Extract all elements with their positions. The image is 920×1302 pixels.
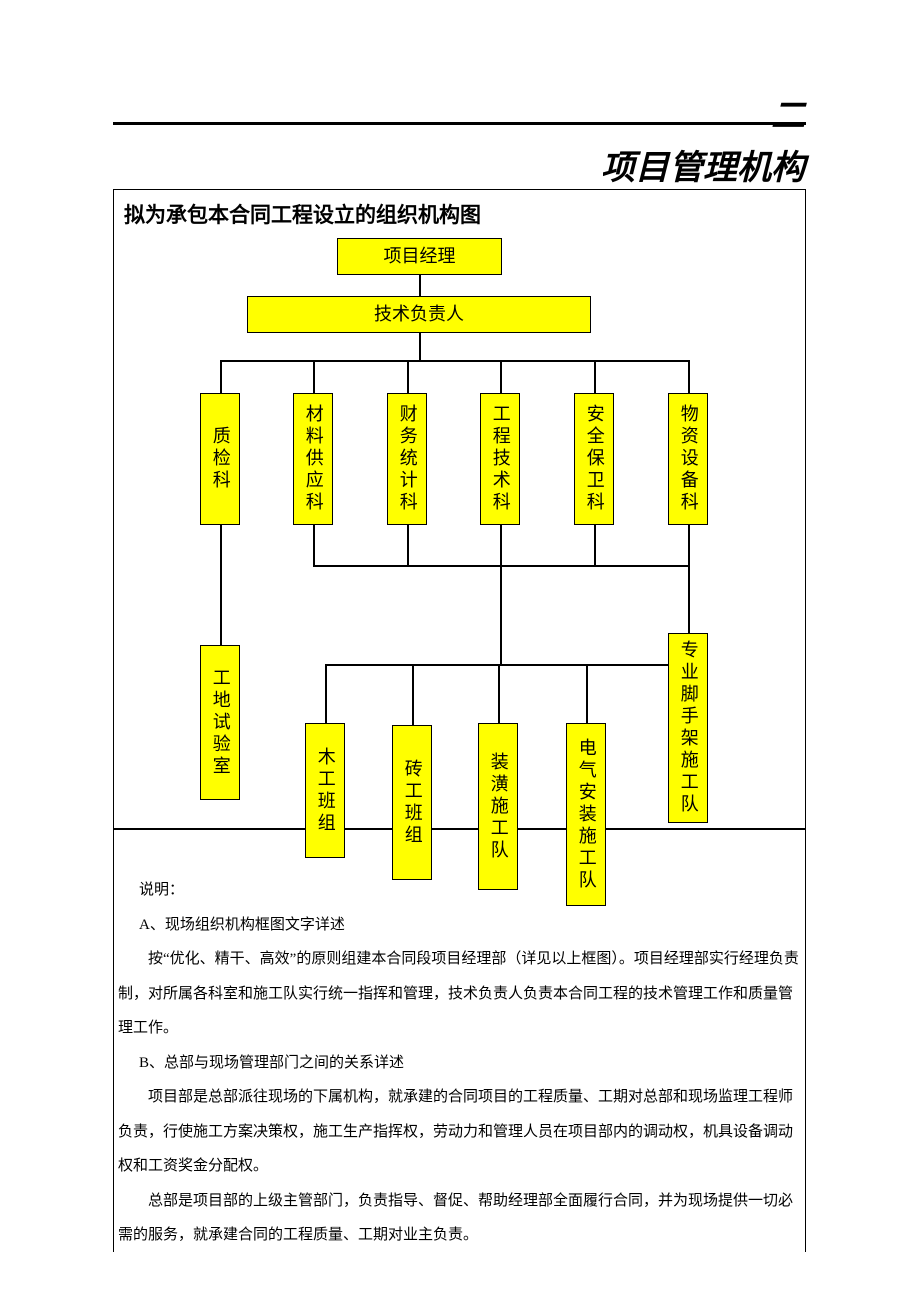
node-project-manager: 项目经理: [337, 238, 502, 275]
notes-section: 说明： A、现场组织机构框图文字详述 按“优化、精干、高效”的原则组建本合同段项…: [118, 873, 802, 1253]
node-l3-5: 物资设备科: [668, 393, 708, 525]
mid-drop-4: [688, 525, 690, 565]
notes-intro: 说明：: [118, 873, 802, 908]
org-chart-title: 拟为承包本合同工程设立的组织机构图: [124, 199, 481, 229]
conn-l1-l2: [419, 275, 421, 296]
l4-drop-0: [325, 664, 327, 723]
conn-qc-lab: [220, 525, 222, 645]
section-b-title: B、总部与现场管理部门之间的关系详述: [118, 1046, 802, 1081]
node-l4-0: 木工班组: [305, 723, 345, 858]
conn-l2-bus: [419, 333, 421, 360]
l4-drop-1: [412, 664, 414, 725]
section-b-body-2: 总部是项目部的上级主管部门，负责指导、督促、帮助经理部全面履行合同，并为现场提供…: [118, 1184, 802, 1253]
section-b-body-1: 项目部是总部派往现场的下属机构，就承建的合同项目的工程质量、工期对总部和现场监理…: [118, 1080, 802, 1184]
l4-drop-3: [586, 664, 588, 723]
mid-drop-1: [407, 525, 409, 565]
header-rule: [113, 122, 806, 125]
node-scaffold-team: 专业脚手架施工队: [668, 633, 708, 823]
drop-l3-5: [688, 360, 690, 393]
mid-drop-3: [594, 525, 596, 565]
conn-mid-l4: [500, 565, 502, 664]
mid-drop-0: [313, 525, 315, 565]
drop-l3-2: [407, 360, 409, 393]
node-l3-3: 工程技术科: [480, 393, 520, 525]
section-a-body: 按“优化、精干、高效”的原则组建本合同段项目经理部（详见以上框图）。项目经理部实…: [118, 942, 802, 1046]
drop-l3-4: [594, 360, 596, 393]
node-l3-0: 质检科: [200, 393, 240, 525]
l4-drop-2: [498, 664, 500, 723]
node-l4-1: 砖工班组: [392, 725, 432, 880]
node-l4-2: 装潢施工队: [478, 723, 518, 890]
drop-l3-0: [220, 360, 222, 393]
conn-equip-scaffold: [688, 565, 690, 633]
drop-l3-3: [500, 360, 502, 393]
node-site-lab: 工地试验室: [200, 645, 240, 800]
node-l3-4: 安全保卫科: [574, 393, 614, 525]
chapter-number: 二: [771, 88, 805, 137]
mid-drop-2: [500, 525, 502, 565]
page-title: 项目管理机构: [601, 140, 805, 189]
bus-l3: [220, 360, 688, 362]
drop-l3-1: [313, 360, 315, 393]
l4-bus: [325, 664, 669, 666]
node-l3-1: 材料供应科: [293, 393, 333, 525]
bottom-rule: [113, 828, 806, 830]
section-a-title: A、现场组织机构框图文字详述: [118, 908, 802, 943]
node-l3-2: 财务统计科: [387, 393, 427, 525]
node-tech-lead: 技术负责人: [247, 296, 591, 333]
